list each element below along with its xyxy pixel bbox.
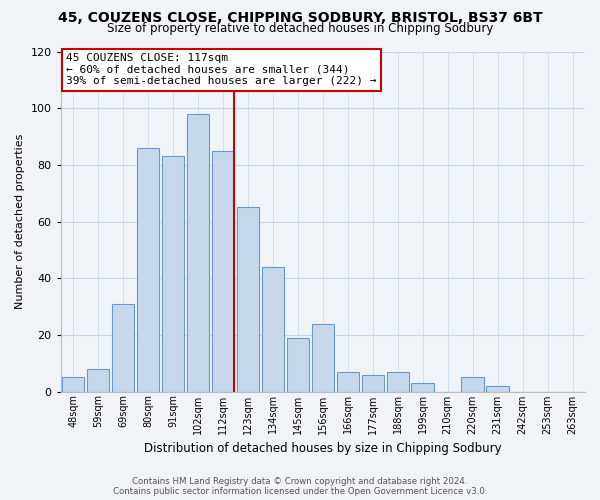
Bar	[237, 208, 259, 392]
Bar	[62, 378, 85, 392]
Bar	[487, 386, 509, 392]
Bar	[362, 374, 384, 392]
Bar	[287, 338, 309, 392]
Text: Size of property relative to detached houses in Chipping Sodbury: Size of property relative to detached ho…	[107, 22, 493, 35]
Bar	[337, 372, 359, 392]
Bar	[137, 148, 160, 392]
Bar	[262, 267, 284, 392]
X-axis label: Distribution of detached houses by size in Chipping Sodbury: Distribution of detached houses by size …	[144, 442, 502, 455]
Bar	[187, 114, 209, 392]
Bar	[311, 324, 334, 392]
Text: 45 COUZENS CLOSE: 117sqm
← 60% of detached houses are smaller (344)
39% of semi-: 45 COUZENS CLOSE: 117sqm ← 60% of detach…	[66, 53, 376, 86]
Text: Contains HM Land Registry data © Crown copyright and database right 2024.
Contai: Contains HM Land Registry data © Crown c…	[113, 476, 487, 496]
Bar	[112, 304, 134, 392]
Text: 45, COUZENS CLOSE, CHIPPING SODBURY, BRISTOL, BS37 6BT: 45, COUZENS CLOSE, CHIPPING SODBURY, BRI…	[58, 11, 542, 25]
Bar	[461, 378, 484, 392]
Bar	[212, 150, 234, 392]
Bar	[386, 372, 409, 392]
Bar	[87, 369, 109, 392]
Bar	[162, 156, 184, 392]
Bar	[412, 383, 434, 392]
Y-axis label: Number of detached properties: Number of detached properties	[15, 134, 25, 309]
